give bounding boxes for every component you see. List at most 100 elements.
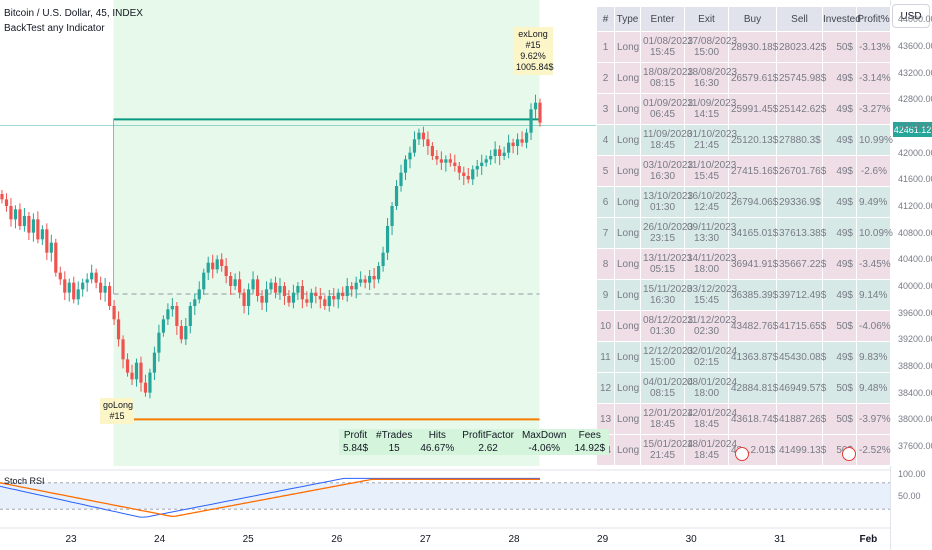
candle-body [439,159,443,163]
cell-buy: 27415.16$ [728,155,778,187]
candle-body [206,262,210,273]
cell-enter-part: 21:45 [649,450,676,461]
cell-profit: 9.49% [856,186,891,218]
candle-body [76,289,80,300]
exlong-line1: exLong [518,29,548,39]
x-tick-label: 27 [419,534,431,545]
candle-body [520,139,524,143]
cell-enter: 01/08/2023 15:45 [640,31,693,63]
candle-body [242,292,246,306]
candle-body [90,272,94,280]
cell-enter: 03/10/2023 16:30 [640,155,693,187]
cell-num: 10 [596,310,615,342]
cell-enter: 08/12/2023 01:30 [640,310,693,342]
cell-invested: 49$ [822,341,857,373]
stats-header-row: Profit #Trades Hits ProfitFactor MaxDown… [339,429,609,442]
cell-enter-part: 12/01/2024 [643,408,694,419]
x-tick-label: 31 [774,534,786,545]
y-tick-label: 42800.00 [898,94,932,105]
cell-exit-part: 18/08/2023 [687,67,738,78]
cell-type: Long [614,62,641,94]
cell-enter-part: 13/10/2023 [643,191,694,202]
candle-body [188,306,192,326]
candle-body [489,156,493,160]
candle-body [134,362,139,380]
x-tick-label: Feb [859,534,878,545]
candle-body [9,206,13,220]
cell-type: Long [614,279,641,311]
cell-exit-part: 02/01/2024 [687,346,738,357]
cell-sell: 27880.3$ [776,124,823,156]
cell-enter-part: 15/11/2023 [643,284,693,295]
candle-body [278,286,282,293]
candle-body [507,142,511,153]
cell-invested: 50$ [822,31,857,63]
cell-enter-part: 15/01/2024 [643,439,694,450]
candle-body [399,172,403,186]
candle-body [332,296,336,300]
cell-enter-part: 12/12/2023 [643,346,694,357]
cell-invested: 49$ [822,217,857,249]
candle-body [112,306,116,320]
candle-body [175,306,179,326]
stat-header: MaxDown [521,430,567,441]
cell-exit-part: 18/01/2024 [687,439,738,450]
cell-enter: 01/09/2023 06:45 [640,93,693,125]
candle-body [18,209,22,226]
candle-body [157,332,161,353]
currency-button[interactable]: USD [892,4,930,28]
cell-invested: 50$ [822,403,857,435]
cell-num: 1 [596,31,615,63]
cell-sell: 25745.98$ [776,62,826,94]
cell-profit: -3.14% [856,62,891,94]
cell-exit-part: 15:00 [693,47,720,58]
candle-body [233,279,237,286]
stat-value: 46.67% [420,443,455,454]
cell-enter: 15/11/2023 16:30 [640,279,693,311]
cell-enter-part: 23:15 [649,233,676,244]
y-tick-label: 40800.00 [898,227,932,238]
trade-row: 6 Long 13/10/2023 01:30 16/10/2023 12:45 26794… [596,186,891,218]
col-exit: Exit [684,6,729,32]
col-profit: Profit% [856,6,891,32]
candle-body [85,279,89,283]
candle-body [511,142,515,146]
candle-body [368,276,372,283]
cell-exit-part: 12/01/2024 [687,408,738,419]
cell-exit-part: 17/08/2023 [687,36,738,47]
trade-row: 14Long15/01/202421:4518/01/202418:4542..… [596,434,891,466]
trade-row: 10 Long 08/12/2023 01:30 11/12/2023 02:30 4348… [596,310,891,342]
stat-value: 5.84$ [343,443,369,454]
candle-body [27,216,31,233]
candle-body [260,296,264,303]
cell-sell: 28023.42$ [776,31,826,63]
candle-body [246,289,251,306]
cell-buy: 42884.81$ [728,372,778,404]
cell-type: Long [614,248,641,280]
cell-enter: 12/01/2024 18:45 [640,403,694,435]
candle-body [408,152,412,160]
trade-row: 8 Long 13/11/2023 05:15 14/11/2023 18:00 36941… [596,248,891,280]
stoch-k-line [0,477,540,518]
candle-body [130,372,134,380]
cell-invested: 50$ [822,372,857,404]
candle-body [40,229,44,240]
golong-label: goLong #15 [100,398,134,424]
flag-icon-left[interactable] [735,447,749,461]
cell-exit-part: 18:45 [693,450,720,461]
candle-body [255,279,260,296]
cell-num: 9 [596,279,615,311]
candle-body [273,282,278,293]
candle-body [426,139,430,146]
candle-body [462,172,466,176]
candle-body [282,286,287,296]
candle-body [251,279,255,290]
stat-value: 14.92$ [574,443,606,454]
last-price-tag: 42461.12 [893,122,932,137]
candle-body [524,132,529,143]
cell-exit-part: 09/11/2023 [687,222,737,233]
flag-icon-right[interactable] [842,447,856,461]
candle-body [0,194,4,200]
stats-value-row: 5.84$ 15 46.67% 2.62 -4.06% 14.92$ [339,442,609,455]
